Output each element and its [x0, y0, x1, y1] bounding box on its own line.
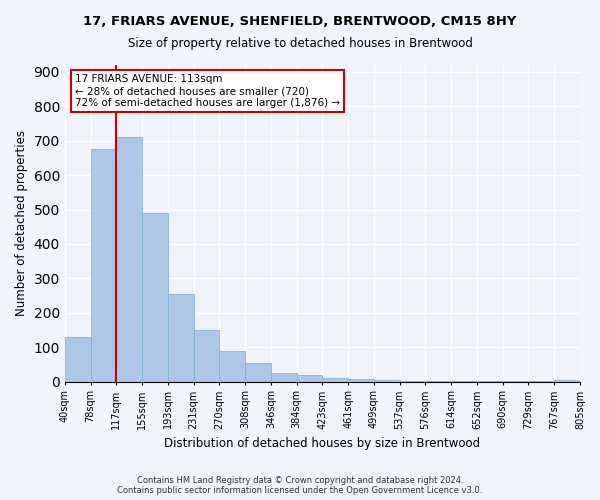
X-axis label: Distribution of detached houses by size in Brentwood: Distribution of detached houses by size …	[164, 437, 481, 450]
Bar	[400, 380, 425, 382]
Bar	[271, 373, 296, 382]
Bar	[168, 294, 194, 382]
Text: Size of property relative to detached houses in Brentwood: Size of property relative to detached ho…	[128, 38, 472, 51]
Bar	[91, 150, 116, 382]
Bar	[116, 138, 142, 382]
Bar	[220, 350, 245, 382]
Y-axis label: Number of detached properties: Number of detached properties	[15, 130, 28, 316]
Text: 17, FRIARS AVENUE, SHENFIELD, BRENTWOOD, CM15 8HY: 17, FRIARS AVENUE, SHENFIELD, BRENTWOOD,…	[83, 15, 517, 28]
Text: 17 FRIARS AVENUE: 113sqm
← 28% of detached houses are smaller (720)
72% of semi-: 17 FRIARS AVENUE: 113sqm ← 28% of detach…	[75, 74, 340, 108]
Bar	[322, 378, 348, 382]
Text: Contains HM Land Registry data © Crown copyright and database right 2024.
Contai: Contains HM Land Registry data © Crown c…	[118, 476, 482, 495]
Bar	[554, 380, 580, 382]
Bar	[194, 330, 220, 382]
Bar	[245, 362, 271, 382]
Bar	[142, 213, 168, 382]
Bar	[425, 381, 451, 382]
Bar	[65, 337, 91, 382]
Bar	[348, 379, 374, 382]
Bar	[374, 380, 400, 382]
Bar	[296, 375, 322, 382]
